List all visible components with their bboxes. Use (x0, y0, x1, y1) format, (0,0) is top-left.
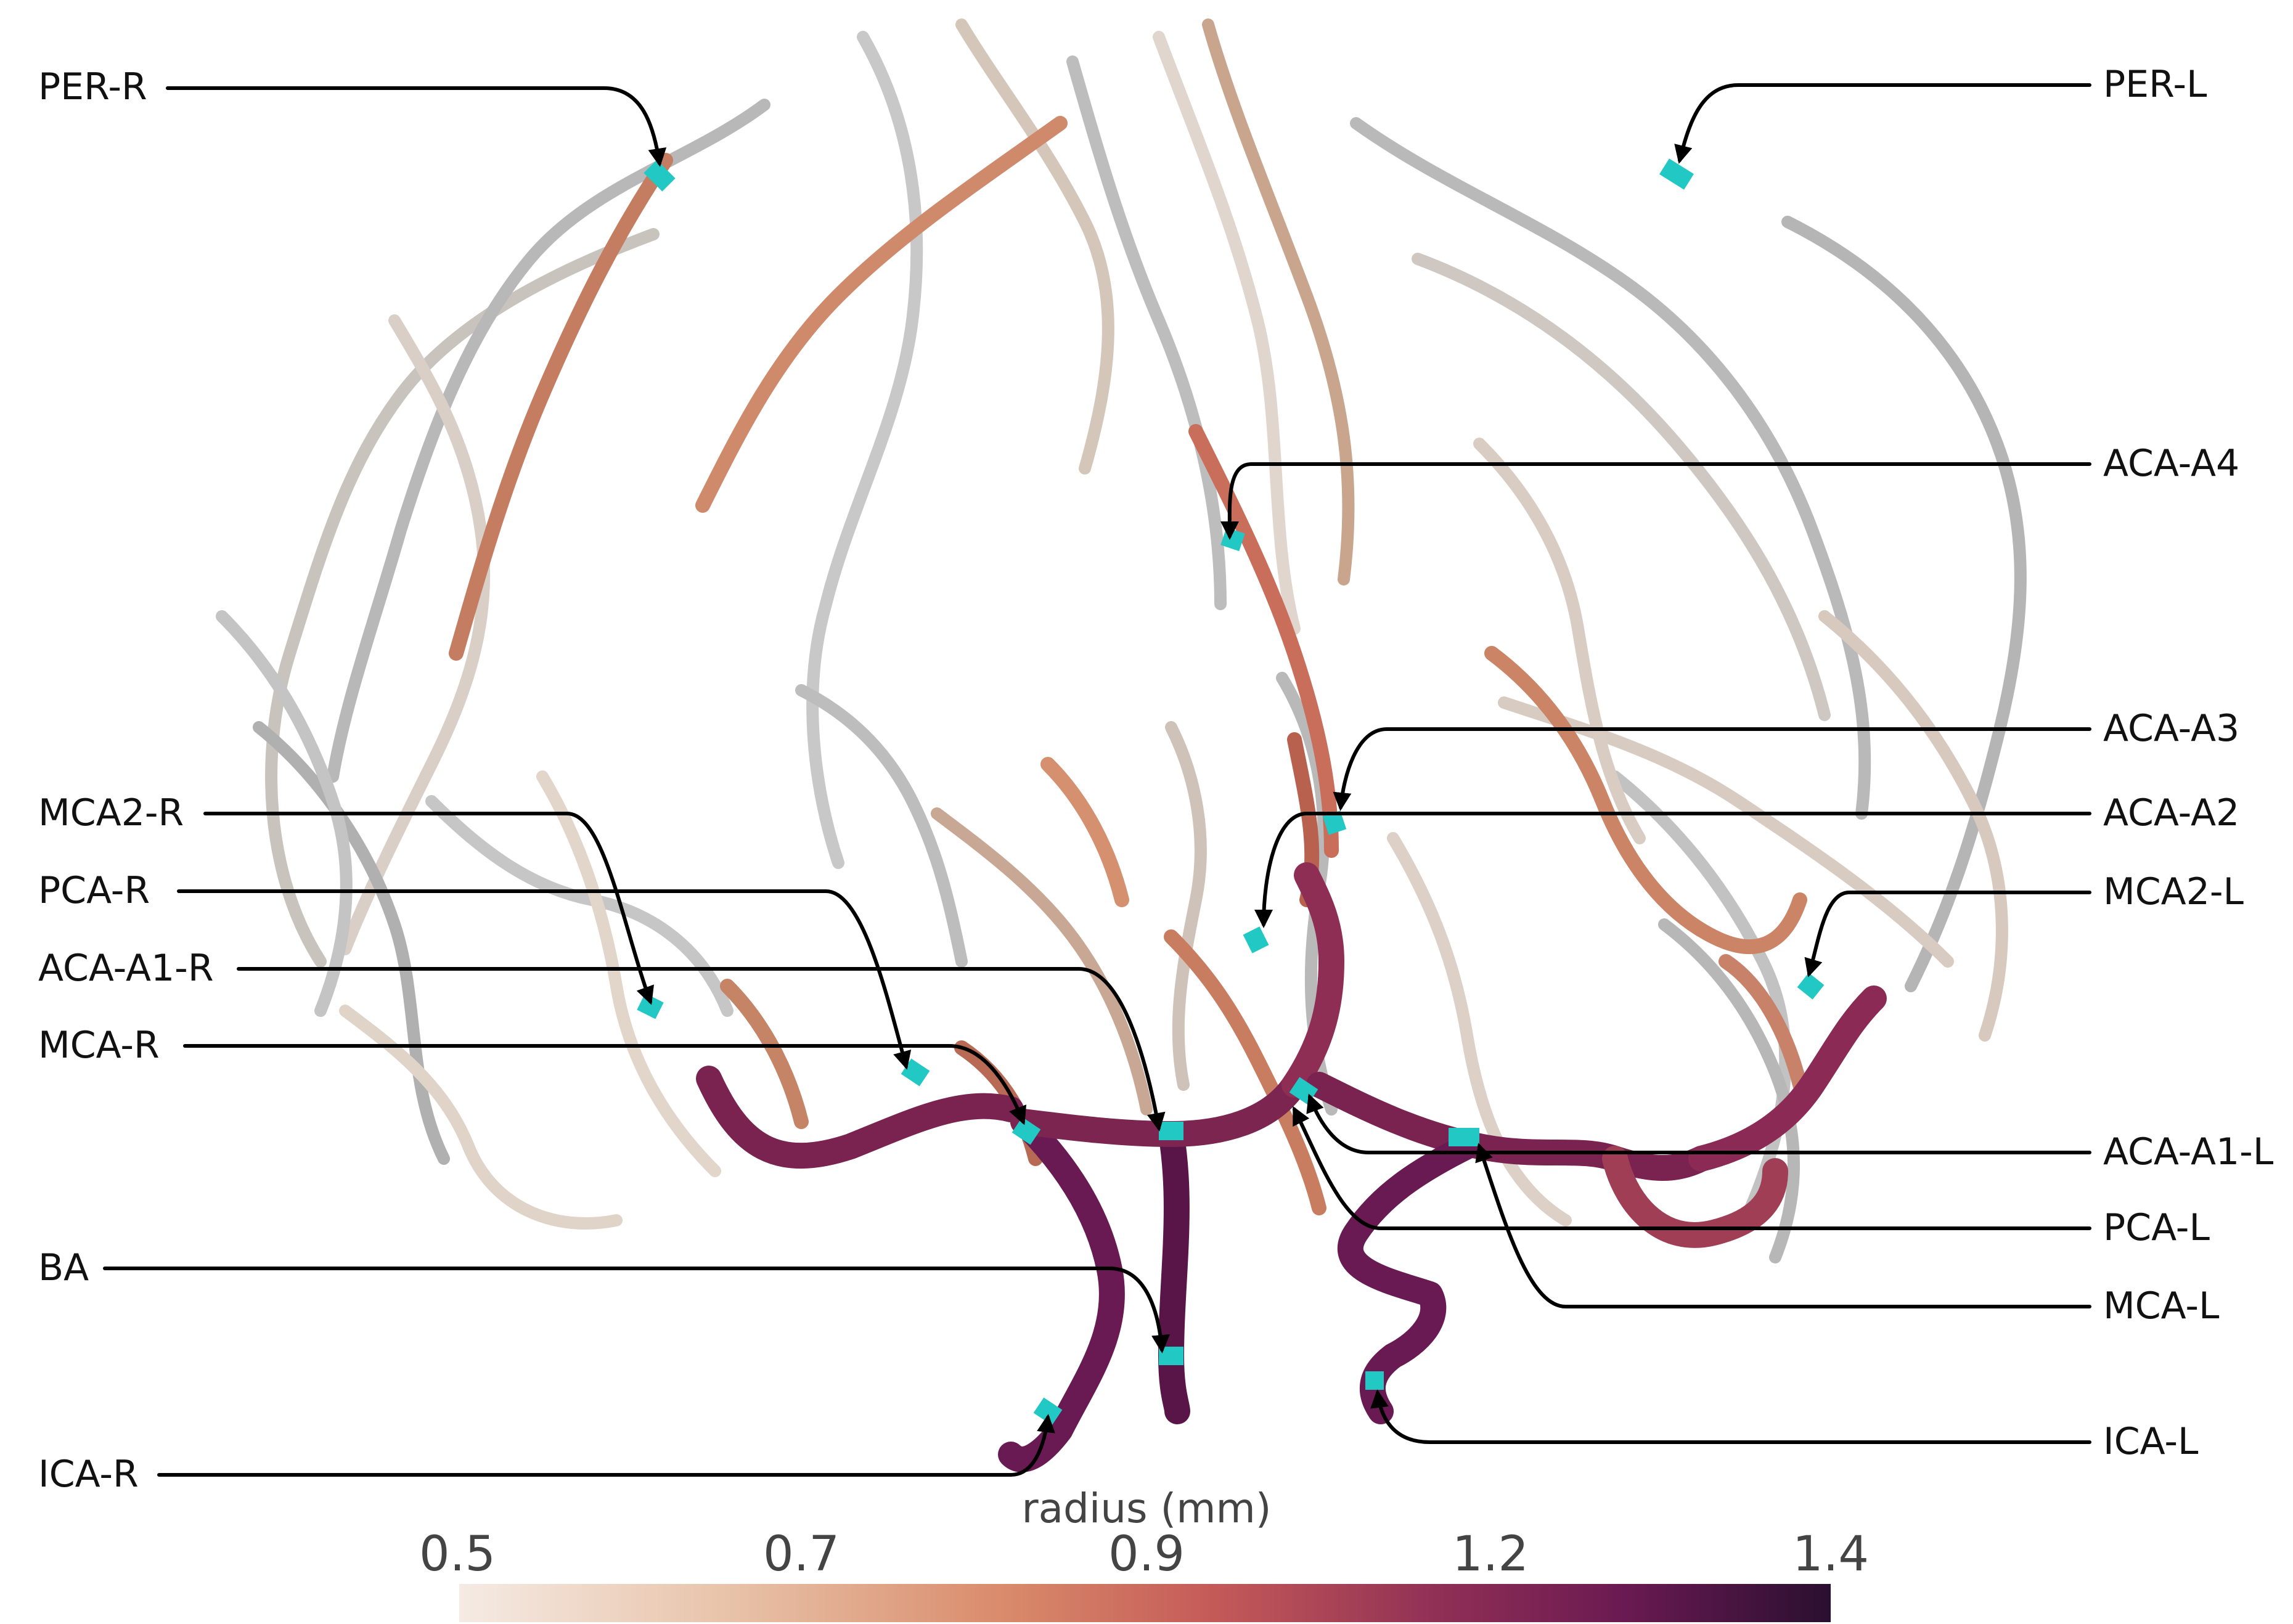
label-ica-r: ICA-R (38, 1453, 139, 1496)
colorbar: radius (mm) 0.5 0.7 0.9 1.2 1.4 (419, 1485, 1869, 1622)
colorbar-gradient (459, 1584, 1831, 1622)
vessel-labels: PER-R PER-L ACA-A4 ACA-A3 ACA-A2 MCA2-R … (38, 63, 2274, 1496)
label-aca-a1-r: ACA-A1-R (38, 947, 214, 990)
vessel-network (216, 18, 2027, 1472)
label-ba: BA (38, 1246, 89, 1289)
label-mca-l: MCA-L (2103, 1284, 2220, 1328)
label-per-l: PER-L (2103, 63, 2207, 106)
label-pca-r: PCA-R (38, 869, 150, 912)
label-aca-a3: ACA-A3 (2103, 707, 2239, 750)
label-mca-r: MCA-R (38, 1024, 160, 1067)
label-per-r: PER-R (38, 65, 147, 108)
colorbar-title: radius (mm) (1021, 1485, 1271, 1532)
label-pca-l: PCA-L (2103, 1206, 2210, 1249)
label-aca-a2: ACA-A2 (2103, 791, 2239, 834)
colorbar-tick-0: 0.5 (419, 1527, 496, 1582)
label-aca-a4: ACA-A4 (2103, 442, 2239, 485)
colorbar-tick-4: 1.4 (1792, 1527, 1869, 1582)
leader-lines (103, 83, 2091, 1477)
colorbar-tick-3: 1.2 (1452, 1527, 1529, 1582)
label-mca2-l: MCA2-L (2103, 870, 2244, 913)
colorbar-tick-2: 0.9 (1108, 1527, 1185, 1582)
label-mca2-r: MCA2-R (38, 791, 184, 834)
colorbar-tick-1: 0.7 (763, 1527, 840, 1582)
thin-vessels (216, 18, 2027, 1263)
label-aca-a1-l: ACA-A1-L (2103, 1130, 2274, 1173)
label-ica-l: ICA-L (2103, 1420, 2199, 1463)
